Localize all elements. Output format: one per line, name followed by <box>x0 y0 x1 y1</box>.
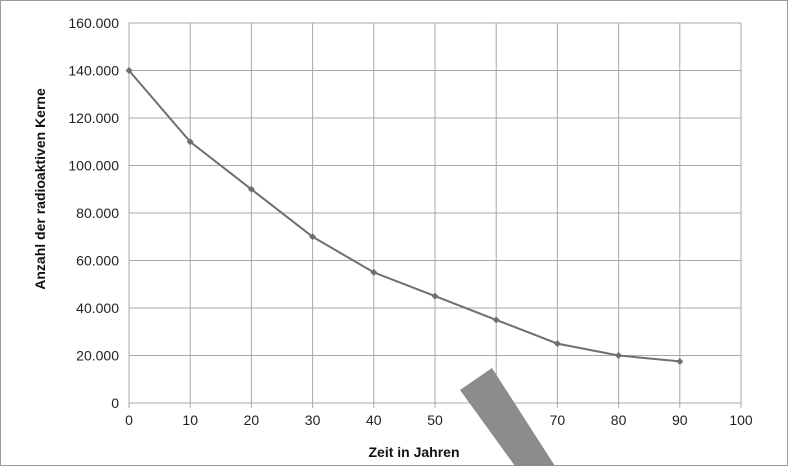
x-tick-label: 0 <box>125 412 133 428</box>
data-point-marker <box>615 352 623 359</box>
data-point-marker <box>370 268 378 276</box>
x-tick-label: 90 <box>672 412 688 428</box>
y-tick-labels: 0 20.000 40.000 60.000 80.000 100.000 120.000 1… <box>68 15 119 411</box>
x-axis-title: Zeit in Jahren <box>368 444 459 460</box>
y-tick-label: 160.000 <box>68 15 119 31</box>
x-tick-label: 20 <box>244 412 260 428</box>
y-tick-label: 80.000 <box>76 205 119 221</box>
data-point-marker <box>553 340 561 348</box>
data-point-marker <box>247 185 255 193</box>
x-tick-labels: 0102030405060708090100 <box>125 412 753 428</box>
data-point-marker <box>676 357 684 365</box>
y-tick-label: 20.000 <box>76 348 119 364</box>
x-tick-label: 80 <box>611 412 627 428</box>
x-tick-label: 70 <box>550 412 566 428</box>
data-point-marker <box>492 316 500 324</box>
y-tick-label: 40.000 <box>76 300 119 316</box>
data-series <box>125 67 684 365</box>
overlay-pen-shape <box>460 368 555 466</box>
data-point-marker <box>186 138 194 146</box>
y-tick-label: 100.000 <box>68 158 119 174</box>
data-point-marker <box>309 233 317 241</box>
y-tick-label: 140.000 <box>68 63 119 79</box>
y-axis-title: Anzahl der radioaktiven Kerne <box>32 88 48 290</box>
grid-lines <box>128 22 742 408</box>
data-point-marker <box>125 67 133 74</box>
x-tick-label: 30 <box>305 412 321 428</box>
data-point-marker <box>431 292 439 300</box>
y-tick-label: 120.000 <box>68 110 119 126</box>
y-tick-label: 0 <box>111 395 119 411</box>
y-tick-label: 60.000 <box>76 253 119 269</box>
x-tick-label: 50 <box>427 412 443 428</box>
x-tick-label: 100 <box>729 412 753 428</box>
x-tick-label: 10 <box>182 412 198 428</box>
series-line <box>128 69 680 363</box>
x-tick-label: 40 <box>366 412 382 428</box>
